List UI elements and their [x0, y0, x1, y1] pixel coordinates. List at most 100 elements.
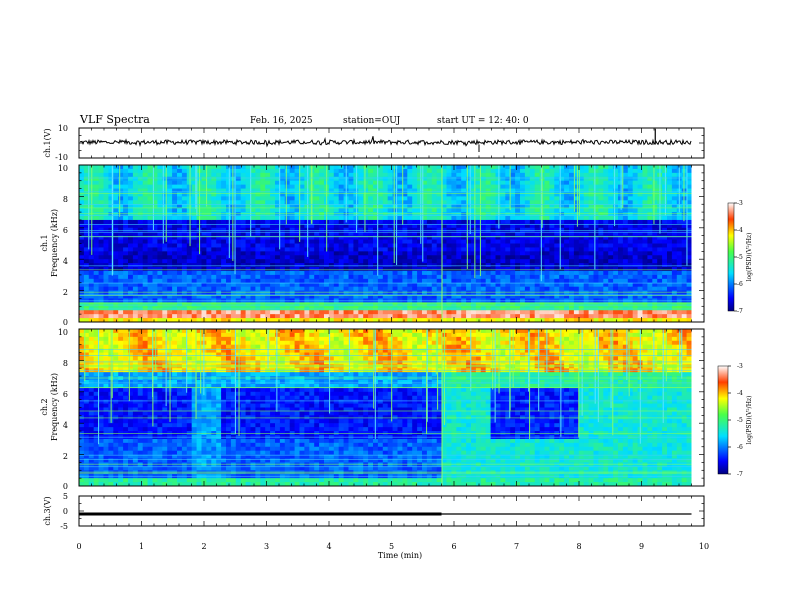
ch1-cell: [466, 302, 472, 307]
ch1-cell: [515, 278, 521, 284]
ch1-cell: [368, 172, 374, 178]
ch1-cell: [157, 196, 163, 201]
ch1-cell: [152, 184, 158, 189]
ch1-cell: [544, 212, 550, 217]
ch1-cell: [221, 318, 227, 322]
ch1-cell: [676, 216, 683, 221]
ch1-cell: [177, 235, 183, 240]
ch1-cell: [520, 263, 526, 268]
ch1-cell: [417, 180, 423, 186]
ch1-cell: [299, 278, 305, 284]
ch1-cell: [461, 176, 467, 182]
ch1-cell: [613, 165, 619, 170]
ch1-cell: [441, 200, 447, 205]
ch1-cell: [142, 176, 148, 182]
ch1-cell: [441, 180, 447, 186]
ch1-cell: [289, 267, 295, 272]
ch1-cell: [578, 318, 585, 322]
ch1-cell: [647, 290, 653, 295]
ch1-cell: [177, 278, 183, 284]
ch1-cell: [549, 180, 555, 186]
ch1-cell: [593, 314, 599, 319]
ch1-cell: [250, 243, 256, 248]
ch1-cell: [108, 208, 114, 213]
ch1-cell: [387, 274, 393, 280]
ch1-cell: [226, 200, 232, 205]
ch1-cell: [554, 216, 560, 221]
ch1-cell: [211, 165, 217, 170]
ch1-cell: [377, 318, 384, 322]
ch1-cell: [627, 267, 634, 272]
ch1-cell: [588, 184, 594, 189]
ch1-cell: [475, 192, 482, 197]
ch1-cell: [373, 223, 379, 229]
ch1-cell: [235, 314, 242, 319]
ch1-cell: [554, 243, 560, 248]
ch1-cell: [618, 212, 624, 217]
ch1-cell: [338, 270, 344, 276]
ch1-cell: [446, 290, 452, 295]
ch1-cell: [549, 172, 555, 178]
ch1-cell: [520, 270, 526, 276]
ch1-cell: [201, 282, 207, 288]
ch1-cell: [142, 172, 148, 178]
ch1-cell: [466, 227, 472, 233]
ch1-cell: [319, 212, 325, 217]
ch1-cell: [314, 239, 320, 244]
ch1-cell: [275, 172, 281, 178]
ch1-cell: [627, 239, 634, 244]
ch1-cell: [490, 278, 496, 284]
ch1-cell: [255, 310, 261, 315]
ch1-cell: [309, 239, 315, 244]
ch1-cell: [510, 192, 516, 197]
ch1-cell: [426, 184, 433, 189]
ch1-cell: [510, 255, 516, 260]
ch1-cell: [88, 290, 95, 295]
ch1-cell: [181, 172, 188, 178]
ch1-cell: [358, 267, 364, 272]
ch1-cell: [475, 270, 482, 276]
ch1-cell: [328, 314, 335, 319]
ch1-cell: [177, 263, 183, 268]
ch1-cell: [157, 180, 163, 186]
ch1-cell: [250, 278, 256, 284]
ch1-cell: [520, 239, 526, 244]
ch1-cell: [152, 212, 158, 217]
ch1-cell: [510, 239, 516, 244]
ch1-cell: [573, 176, 580, 182]
ch1-cell: [387, 204, 393, 209]
ch1-cell: [211, 235, 217, 240]
ch1-cell: [373, 168, 379, 174]
ch1-cell: [593, 274, 599, 280]
ch1-cell: [338, 180, 344, 186]
ch1-cell: [157, 216, 163, 221]
ch1-cell: [348, 172, 354, 178]
ch1-cell: [397, 188, 403, 193]
ch1-cell: [436, 314, 442, 319]
ch1-cell: [524, 294, 531, 299]
ch1-cell: [422, 180, 428, 186]
ch1-cell: [201, 274, 207, 280]
ch1-cell: [441, 216, 447, 221]
ch1-cell: [113, 263, 119, 268]
ch1-cell: [657, 239, 663, 244]
ch1-cell: [466, 180, 472, 186]
ch1-cell: [598, 172, 604, 178]
ch1-cell: [520, 314, 526, 319]
ch1-cell: [128, 302, 134, 307]
ch1-cell: [368, 235, 374, 240]
ch1-cell: [515, 314, 521, 319]
ch1-cell: [181, 223, 188, 229]
ch1-cell: [93, 294, 99, 299]
ch1-cell: [216, 172, 222, 178]
ch1-cell: [490, 192, 496, 197]
ch1-cell: [588, 176, 594, 182]
ch1-cell: [510, 282, 516, 288]
ch1-cell: [270, 200, 276, 205]
ch1-cell: [235, 318, 242, 322]
ch1-cell: [613, 270, 619, 276]
ch1-cell: [147, 267, 153, 272]
ch1-cell: [368, 259, 374, 264]
ch1-cell: [412, 278, 418, 284]
ch1-cell: [667, 200, 673, 205]
